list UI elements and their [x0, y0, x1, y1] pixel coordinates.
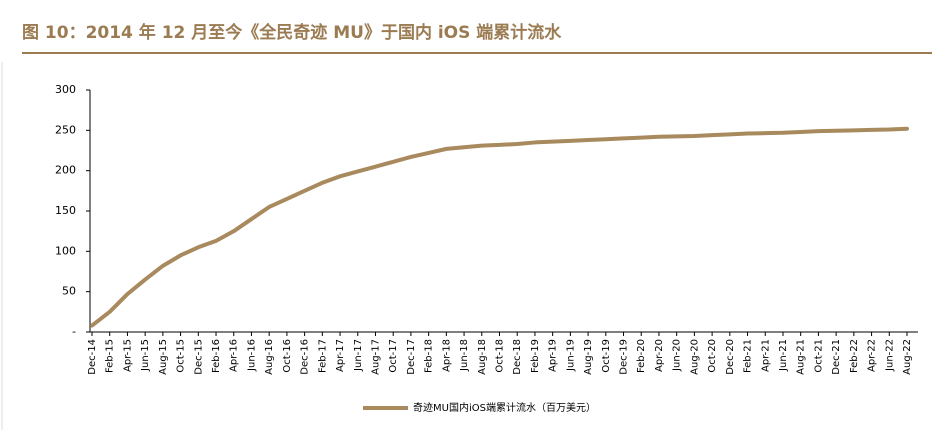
x-tick-label: Oct-21 — [813, 339, 824, 373]
x-tick-label: Dec-18 — [512, 339, 523, 375]
line-series — [90, 126, 909, 328]
y-tick-label: 300 — [55, 83, 76, 96]
y-tick-label: 100 — [55, 244, 76, 257]
x-tick-label: Oct-18 — [495, 339, 506, 373]
x-tick-label: Dec-20 — [725, 339, 736, 375]
chart-title: 图 10：2014 年 12 月至今《全民奇迹 MU》于国内 iOS 端累计流水 — [22, 22, 562, 43]
y-tick-label: 200 — [55, 164, 76, 177]
x-tick-label: Feb-21 — [743, 339, 754, 373]
x-tick-label: Dec-17 — [406, 339, 417, 375]
legend-label: 奇迹MU国内iOS端累计流水（百万美元） — [413, 401, 596, 414]
x-tick-label: Jun-20 — [672, 339, 683, 372]
x-tick-label: Oct-19 — [601, 339, 612, 373]
y-tick-label: 50 — [62, 285, 76, 298]
x-tick-label: Jun-19 — [565, 339, 576, 372]
x-tick-label: Feb-17 — [317, 339, 328, 373]
x-tick-label: Apr-19 — [548, 339, 559, 372]
x-tick-label: Oct-16 — [282, 339, 293, 373]
x-tick-label: Feb-22 — [849, 339, 860, 373]
x-tick-label: Aug-19 — [583, 339, 594, 375]
y-tick-label: - — [72, 325, 76, 338]
x-tick-label: Feb-19 — [530, 339, 541, 373]
x-tick-label: Jun-21 — [778, 339, 789, 372]
x-tick-label: Aug-16 — [264, 339, 275, 375]
x-tick-label: Feb-18 — [424, 339, 435, 373]
x-tick-label: Feb-16 — [211, 339, 222, 373]
x-tick-label: Apr-18 — [441, 339, 452, 372]
x-tick-label: Apr-20 — [654, 339, 665, 372]
x-tick-label: Oct-20 — [707, 339, 718, 373]
x-tick-label: Feb-20 — [636, 339, 647, 373]
x-tick-label: Aug-21 — [796, 339, 807, 375]
x-tick-label: Jun-18 — [459, 339, 470, 372]
x-tick-label: Dec-16 — [300, 339, 311, 375]
x-tick-label: Feb-15 — [105, 339, 116, 373]
x-tick-label: Oct-17 — [388, 339, 399, 373]
x-tick-label: Jun-17 — [353, 339, 364, 372]
x-tick-label: Jun-16 — [246, 339, 257, 372]
x-tick-label: Aug-20 — [689, 339, 700, 375]
x-tick-label: Dec-19 — [619, 339, 630, 375]
x-tick-label: Dec-15 — [193, 339, 204, 375]
x-tick-label: Aug-17 — [370, 339, 381, 375]
x-tick-label: Dec-14 — [87, 339, 98, 375]
y-tick-label: 250 — [55, 123, 76, 136]
x-tick-label: Apr-21 — [760, 339, 771, 372]
x-tick-label: Oct-15 — [176, 339, 187, 373]
x-tick-label: Dec-21 — [831, 339, 842, 375]
x-tick-label: Apr-22 — [867, 339, 878, 372]
x-tick-label: Apr-17 — [335, 339, 346, 372]
x-tick-label: Aug-22 — [902, 339, 913, 375]
x-tick-label: Aug-15 — [158, 339, 169, 375]
y-tick-label: 150 — [55, 204, 76, 217]
x-tick-label: Jun-15 — [140, 339, 151, 372]
x-tick-label: Apr-15 — [122, 339, 133, 372]
x-tick-label: Aug-18 — [477, 339, 488, 375]
x-tick-label: Jun-22 — [884, 339, 895, 372]
x-tick-label: Apr-16 — [229, 339, 240, 372]
